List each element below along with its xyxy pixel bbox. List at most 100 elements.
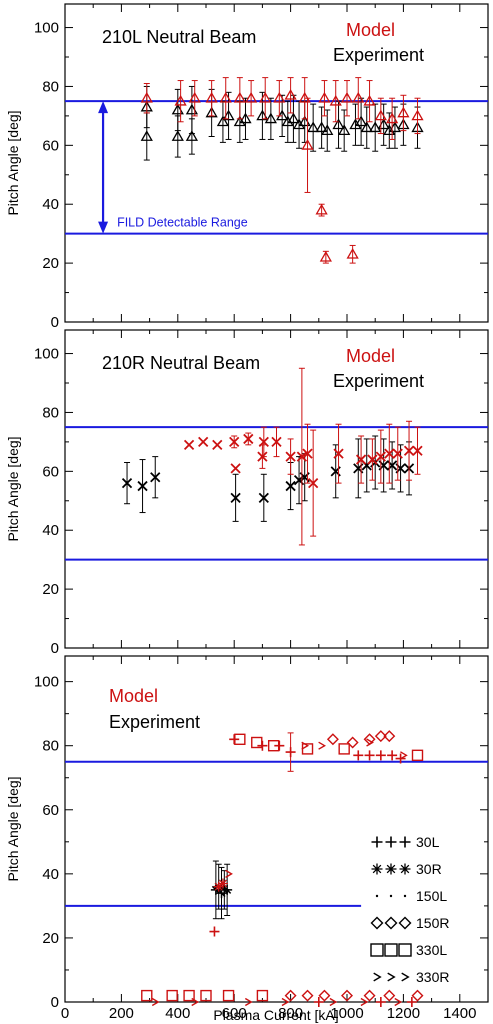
marker-legend-label: 330L [416,942,447,958]
triangle-marker [298,91,311,103]
plus-marker [375,750,386,761]
x-marker [121,477,133,489]
square-marker [370,943,384,957]
y-tick-label: 0 [51,994,59,1011]
chevron-marker [394,997,403,1007]
x-marker [212,439,223,450]
x-marker [183,439,195,450]
diamond-marker [346,736,359,749]
chevron-marker [401,972,410,982]
x-tick-label: 1000 [330,1005,363,1022]
x-marker [412,445,423,456]
plot-frame [64,655,489,1003]
star-marker [213,881,224,892]
y-tick-label: 100 [34,674,59,691]
marker-legend-label: 150R [416,915,449,931]
diamond-marker [383,730,396,743]
x-tick-label: 0 [61,1005,69,1022]
triangle-marker [315,121,328,133]
diamond-marker [411,989,424,1002]
square-marker [183,989,195,1002]
triangle-marker [332,118,345,130]
triangle-marker [315,203,328,215]
marker-legend-label: 30L [416,834,440,850]
marker-legend-150L: 150L [375,888,447,904]
legend-experiment: Experiment [333,371,424,391]
y-tick-label: 40 [42,866,59,883]
x-marker [243,433,254,445]
triangle-marker [338,124,351,136]
marker-legend-label: 30R [416,861,442,877]
triangle-marker [284,88,297,100]
plus-marker [353,750,364,761]
chevron-marker [366,738,374,747]
x-tick-label: 400 [165,1005,190,1022]
legend-experiment: Experiment [333,45,424,65]
triangle-marker [140,91,153,103]
square-marker [338,743,350,755]
y-tick-label: 0 [51,640,59,657]
x-marker [403,445,415,456]
diamond-marker [318,989,331,1002]
diamond-marker [301,989,314,1002]
chevron-marker [301,741,310,750]
x-tick-label: 1200 [387,1005,420,1022]
x-marker [230,463,241,474]
plus-marker [385,836,397,848]
square-marker [166,989,178,1002]
triangle-marker [219,91,232,103]
chevron-marker [360,997,369,1007]
marker-legend-30R: 30R [371,861,442,877]
chevron-marker [318,741,327,750]
triangle-marker [239,112,252,124]
triangle-marker [374,109,387,121]
triangle-marker [329,94,342,106]
triangle-marker [397,106,410,118]
marker-legend-30L: 30L [371,834,440,850]
diamond-marker [363,989,376,1002]
series-model [140,77,424,217]
plus-marker [375,997,386,1007]
series-model [209,732,417,1007]
chevron-marker [244,997,253,1007]
triangle-marker [188,91,201,103]
triangle-marker [363,94,376,106]
series-model [213,878,228,892]
legend-model: Model [109,686,158,706]
x-marker [296,451,308,462]
star-marker [399,863,411,875]
plus-marker [387,750,398,761]
y-tick-label: 60 [42,137,59,154]
plus-marker [257,740,268,751]
plus-marker [229,734,240,745]
triangle-marker [318,91,331,103]
triangle-marker [354,115,368,127]
range-arrow-head [98,221,109,234]
triangle-marker [369,121,382,133]
diamond-marker [374,730,387,743]
x-marker [258,492,269,503]
y-tick-label: 80 [42,738,59,755]
diamond-marker [370,916,384,930]
y-axis-label: Pitch Angle [deg] [5,436,21,541]
triangle-marker [281,115,294,127]
x-marker [271,436,282,448]
triangle-marker [321,124,334,136]
triangle-marker [301,139,314,150]
series-model [319,244,359,264]
panel-title: 210R Neutral Beam [102,353,260,373]
legend-model: Model [346,346,395,366]
range-arrow-head [98,101,109,114]
diamond-marker [383,989,396,1002]
x-tick-label: 1400 [443,1005,476,1022]
y-tick-label: 20 [42,255,59,272]
chevron-marker [225,869,233,878]
x-marker [384,448,395,459]
x-marker [198,436,209,448]
y-axis-label: Pitch Angle [deg] [5,776,21,881]
y-tick-label: 40 [42,522,59,539]
x-marker [308,477,319,489]
plus-marker [364,750,375,761]
